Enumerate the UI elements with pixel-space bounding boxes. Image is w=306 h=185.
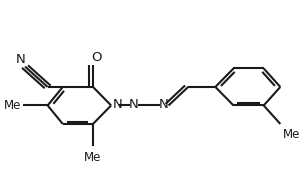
Text: Me: Me	[84, 151, 102, 164]
Text: O: O	[91, 51, 101, 64]
Text: Me: Me	[283, 128, 301, 141]
Text: Me: Me	[4, 99, 21, 112]
Text: N: N	[159, 98, 169, 111]
Text: N: N	[16, 53, 25, 66]
Text: N: N	[113, 98, 122, 111]
Text: N: N	[129, 98, 139, 111]
